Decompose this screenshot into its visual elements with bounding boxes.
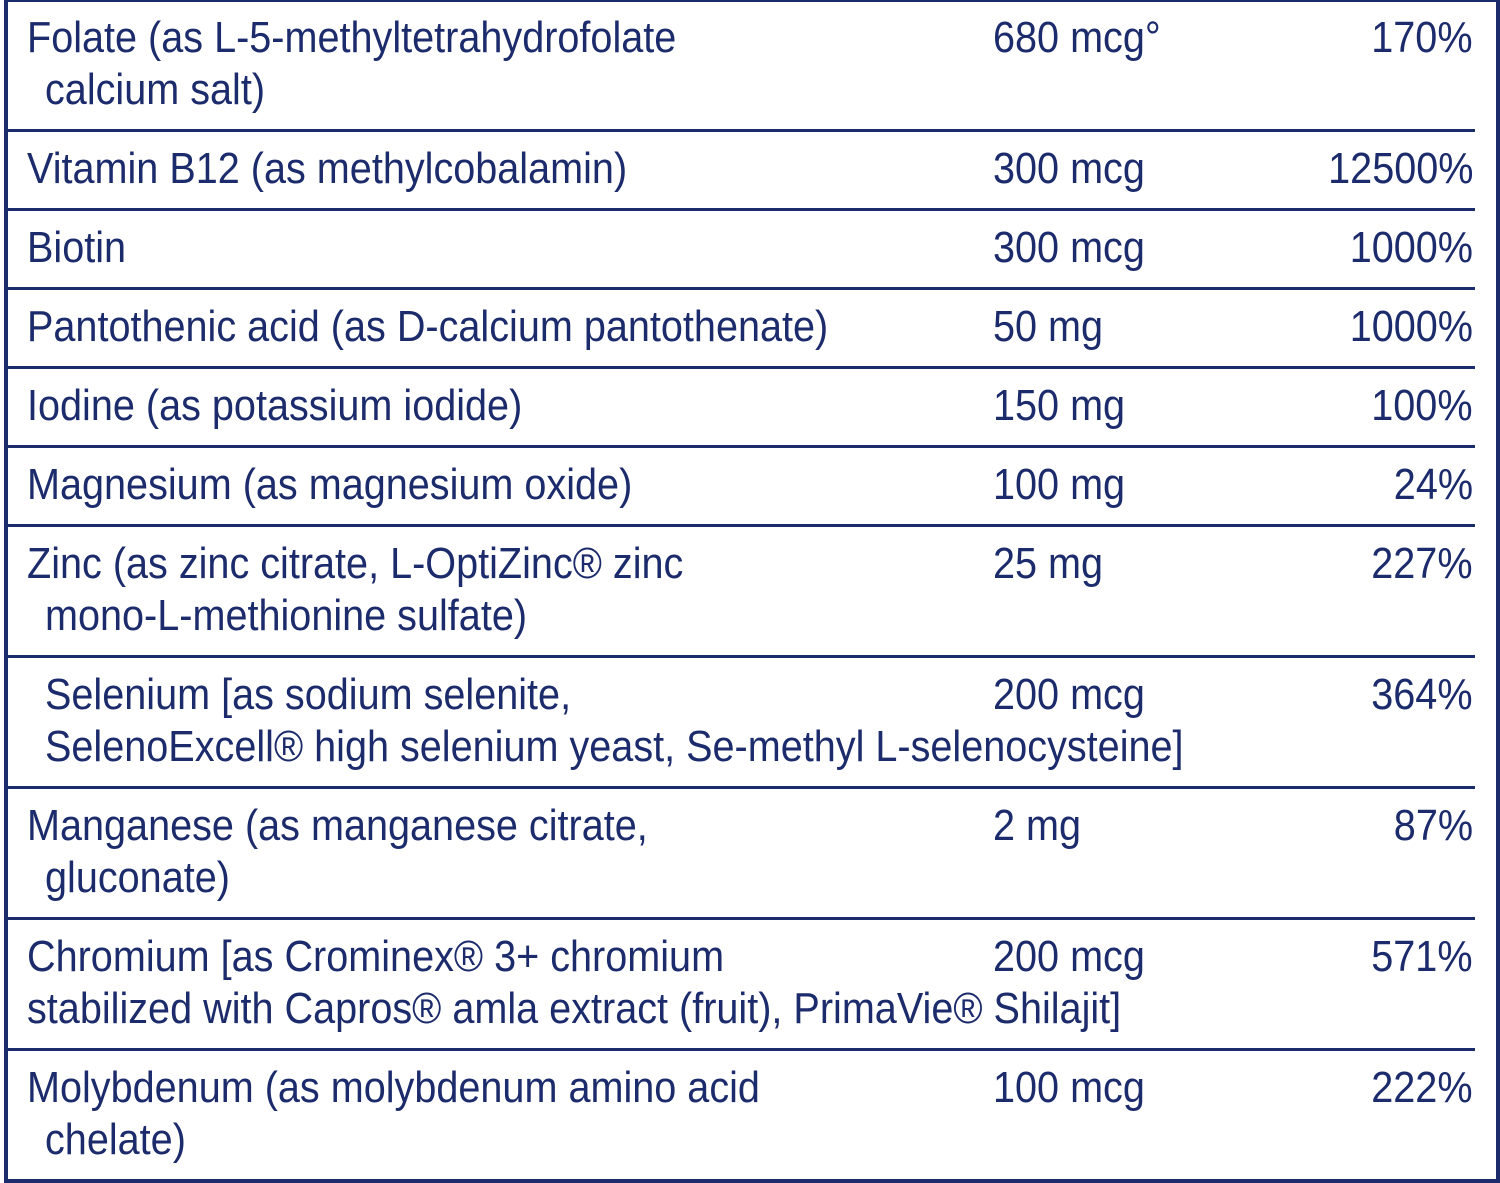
ingredient-name: mono-L-methionine sulfate) <box>45 591 528 640</box>
ingredient-name: chelate) <box>45 1115 186 1164</box>
daily-value: 87% <box>1393 801 1473 850</box>
daily-value: 1000% <box>1349 302 1473 351</box>
daily-value: 12500% <box>1327 144 1473 193</box>
amount: 25 mg <box>993 539 1104 588</box>
ingredient-name: gluconate) <box>45 853 230 902</box>
row-separator <box>6 208 1475 211</box>
ingredient-name: SelenoExcell® high selenium yeast, Se-me… <box>45 722 1184 771</box>
row-separator <box>6 786 1475 789</box>
amount: 150 mg <box>993 381 1126 430</box>
daily-value: 571% <box>1371 932 1473 981</box>
ingredient-name: Molybdenum (as molybdenum amino acid <box>27 1063 760 1112</box>
ingredient-name: Manganese (as manganese citrate, <box>27 801 648 850</box>
ingredient-name: Folate (as L-5-methyltetrahydrofolate <box>27 13 677 62</box>
table-border <box>4 0 1500 1183</box>
daily-value: 222% <box>1371 1063 1473 1112</box>
amount: 300 mcg <box>993 144 1145 193</box>
row-separator <box>6 129 1475 132</box>
row-separator <box>6 366 1475 369</box>
amount: 2 mg <box>993 801 1082 850</box>
daily-value: 364% <box>1371 670 1473 719</box>
amount: 100 mg <box>993 460 1126 509</box>
row-separator <box>6 1048 1475 1051</box>
ingredient-name: Biotin <box>27 223 127 272</box>
daily-value: 1000% <box>1349 223 1473 272</box>
row-separator <box>6 655 1475 658</box>
row-separator <box>6 524 1475 527</box>
daily-value: 24% <box>1393 460 1473 509</box>
ingredient-name: Chromium [as Crominex® 3+ chromium <box>27 932 725 981</box>
ingredient-name: Vitamin B12 (as methylcobalamin) <box>27 144 628 193</box>
daily-value: 170% <box>1371 13 1473 62</box>
ingredient-name: stabilized with Capros® amla extract (fr… <box>27 984 1122 1033</box>
row-separator <box>6 445 1475 448</box>
ingredient-name: Zinc (as zinc citrate, L-OptiZinc® zinc <box>27 539 684 588</box>
amount: 50 mg <box>993 302 1104 351</box>
row-separator <box>6 287 1475 290</box>
ingredient-name: Selenium [as sodium selenite, <box>45 670 572 719</box>
row-separator <box>6 917 1475 920</box>
daily-value: 100% <box>1371 381 1473 430</box>
daily-value: 227% <box>1371 539 1473 588</box>
ingredient-name: Iodine (as potassium iodide) <box>27 381 523 430</box>
ingredient-name: Pantothenic acid (as D-calcium pantothen… <box>27 302 829 351</box>
amount: 300 mcg <box>993 223 1145 272</box>
amount: 680 mcg° <box>993 13 1161 62</box>
amount: 100 mcg <box>993 1063 1145 1112</box>
ingredient-name: Magnesium (as magnesium oxide) <box>27 460 633 509</box>
ingredient-name: calcium salt) <box>45 65 266 114</box>
amount: 200 mcg <box>993 932 1145 981</box>
amount: 200 mcg <box>993 670 1145 719</box>
